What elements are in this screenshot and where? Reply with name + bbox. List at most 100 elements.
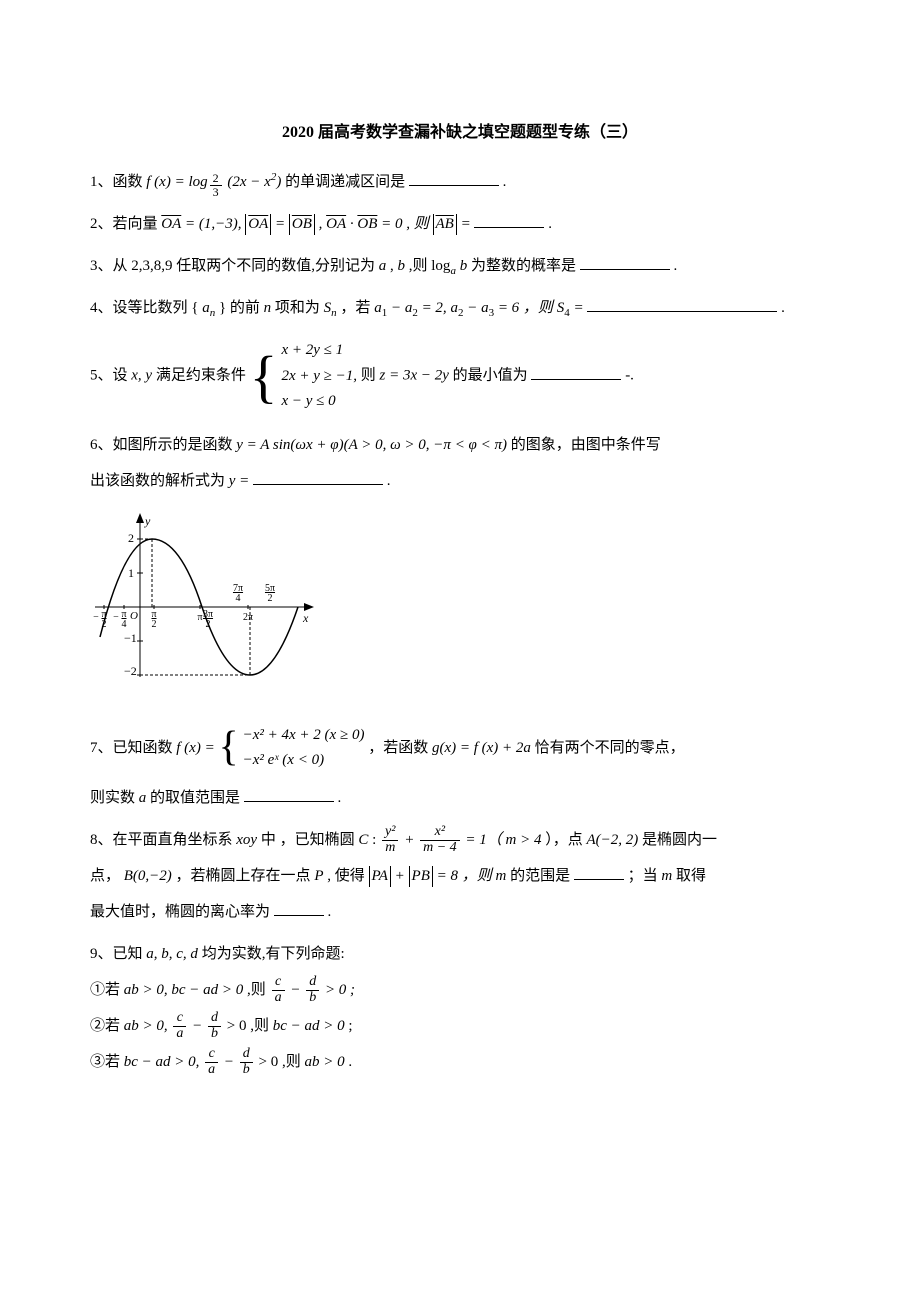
q9-i3-f2n: d bbox=[240, 1047, 253, 1063]
svg-text:2π: 2π bbox=[243, 612, 253, 623]
q2-eq4: = bbox=[461, 216, 475, 232]
q5-then: 则 bbox=[361, 368, 380, 384]
q5-mid: 满足约束条件 bbox=[156, 368, 250, 384]
q5-constraints-brace: { x + 2y ≤ 1 2x + y ≥ −1, x − y ≤ 0 bbox=[250, 338, 357, 415]
q4-mid3: ，若 bbox=[340, 300, 374, 316]
q1-post: 的单调递减区间是 bbox=[285, 174, 405, 190]
document-page: 2020 届高考数学查漏补缺之填空题题型专练（三） 1、函数 f (x) = l… bbox=[0, 0, 920, 1146]
svg-text:4: 4 bbox=[122, 619, 127, 630]
q7-a: a bbox=[139, 790, 147, 806]
q3-a: a bbox=[379, 258, 387, 274]
q2-end: . bbox=[548, 216, 552, 232]
q8-plus2: + bbox=[395, 868, 409, 884]
q8-f2d: m − 4 bbox=[420, 841, 460, 856]
svg-text:O: O bbox=[130, 610, 138, 622]
q3-bpart: b bbox=[460, 258, 468, 274]
q9-i1-f1: ca bbox=[272, 975, 285, 1005]
q4-an: a bbox=[202, 300, 210, 316]
svg-text:2: 2 bbox=[206, 619, 211, 630]
q5-z: z = 3x − 2y bbox=[380, 368, 449, 384]
q2-blank bbox=[474, 212, 544, 228]
sine-graph-svg: 2 1 −1 −2 O x y − π 2 − π bbox=[90, 507, 320, 687]
q6-yeq2: y = bbox=[229, 473, 253, 489]
q2-ab: AB bbox=[436, 216, 454, 232]
q9-i3-pre: ③若 bbox=[90, 1054, 124, 1070]
q8-eq1: = 1（ bbox=[465, 832, 501, 848]
q5-end: -. bbox=[625, 368, 634, 384]
q9-i3-c2: ab > 0 bbox=[305, 1054, 345, 1070]
q1-base-den: 3 bbox=[210, 186, 222, 199]
q5-line3: x − y ≤ 0 bbox=[281, 389, 357, 415]
question-4: 4、设等比数列 { an } 的前 n 项和为 Sn ，若 a1 − a2 = … bbox=[90, 290, 830, 326]
q4-eq1: = 2, bbox=[422, 300, 451, 316]
q6-blank bbox=[253, 469, 383, 485]
q7-end: . bbox=[338, 790, 342, 806]
q1-log-base: 23 bbox=[210, 172, 222, 198]
q7-blank bbox=[244, 786, 334, 802]
question-9: 9、已知 a, b, c, d 均为实数,有下列命题: ①若 ab > 0, b… bbox=[90, 936, 830, 1080]
question-3: 3、从 2,3,8,9 任取两个不同的数值,分别记为 a , b ,则 loga… bbox=[90, 248, 830, 284]
q4-a3n: 3 bbox=[489, 307, 495, 319]
q3-sub-a: a bbox=[450, 265, 456, 277]
q4-blank bbox=[587, 296, 777, 312]
q9-i3-f1: ca bbox=[205, 1047, 218, 1077]
q4-eq3: = bbox=[573, 300, 587, 316]
q9-i2-f2: db bbox=[208, 1011, 221, 1041]
q4-sn-n: n bbox=[331, 307, 337, 319]
q9-i2-mid: > 0 ,则 bbox=[227, 1018, 273, 1034]
document-title: 2020 届高考数学查漏补缺之填空题题型专练（三） bbox=[90, 120, 830, 146]
q2-ob2: OB bbox=[357, 216, 377, 232]
q9-i3-f1n: c bbox=[205, 1047, 218, 1063]
q7-gx: g(x) = f (x) + 2a bbox=[432, 740, 531, 756]
q8-blank1 bbox=[574, 864, 624, 880]
q8-xoy: xoy bbox=[236, 832, 257, 848]
q8-mcond: m > 4 bbox=[506, 832, 542, 848]
q3-post: 为整数的概率是 bbox=[471, 258, 576, 274]
question-5: 5、设 x, y 满足约束条件 { x + 2y ≤ 1 2x + y ≥ −1… bbox=[90, 332, 830, 421]
q4-mid2: 项和为 bbox=[275, 300, 324, 316]
q8-l1-pre: 8、在平面直角坐标系 bbox=[90, 832, 236, 848]
q1-arg-close: ) bbox=[276, 174, 281, 190]
q2-pre: 2、若向量 bbox=[90, 216, 161, 232]
q9-i2-pre: ②若 bbox=[90, 1018, 124, 1034]
q6-end: . bbox=[387, 473, 391, 489]
q8-eq8: = 8 ，则 bbox=[437, 868, 496, 884]
svg-text:2: 2 bbox=[128, 531, 134, 545]
svg-text:−: − bbox=[113, 612, 119, 623]
q7-line2: −x² eˣ (x < 0) bbox=[243, 748, 365, 774]
q8-l2-mid2: , 使得 bbox=[327, 868, 368, 884]
svg-text:2: 2 bbox=[152, 619, 157, 630]
q9-i1-end: > 0 ; bbox=[325, 982, 355, 998]
svg-text:2: 2 bbox=[268, 593, 273, 604]
question-2: 2、若向量 OA = (1,−3), OA = OB , OA · OB = 0… bbox=[90, 206, 830, 242]
q8-f1n: y² bbox=[382, 825, 398, 841]
q3-comma: , bbox=[390, 258, 398, 274]
q9-i3-mid: > 0 ,则 bbox=[259, 1054, 305, 1070]
q8-l2-mid: ，若椭圆上存在一点 bbox=[176, 868, 315, 884]
question-8: 8、在平面直角坐标系 xoy 中 ，已知椭圆 C : y²m + x²m − 4… bbox=[90, 822, 830, 930]
q4-a1: a bbox=[374, 300, 382, 316]
q4-ann: n bbox=[210, 307, 216, 319]
q4-pre: 4、设等比数列 { bbox=[90, 300, 198, 316]
q1-prefix: 1、函数 bbox=[90, 174, 146, 190]
q2-eq2: = bbox=[275, 216, 289, 232]
q8-frac1: y²m bbox=[382, 825, 398, 855]
q2-oa: OA bbox=[161, 216, 181, 232]
q9-i3-minus: − bbox=[224, 1054, 238, 1070]
q6-y-eq: y = A sin(ωx + φ)(A > 0, ω > 0, −π < φ <… bbox=[236, 437, 507, 453]
q8-P: P bbox=[314, 868, 323, 884]
q9-i3-f1d: a bbox=[205, 1063, 218, 1078]
q9-post: 均为实数,有下列命题: bbox=[202, 946, 345, 962]
q8-l2-end2: 取得 bbox=[676, 868, 706, 884]
svg-text:x: x bbox=[302, 611, 309, 625]
q5-pre: 5、设 bbox=[90, 368, 131, 384]
q7-pre: 7、已知函数 bbox=[90, 740, 176, 756]
q8-l2-pre: 点， bbox=[90, 868, 120, 884]
svg-text:π: π bbox=[197, 612, 202, 623]
q4-a2n: 2 bbox=[412, 307, 418, 319]
q2-eq1: = (1,−3), bbox=[185, 216, 245, 232]
q2-ob: OB bbox=[292, 216, 312, 232]
svg-text:−1: −1 bbox=[124, 631, 137, 645]
q5-post: 的最小值为 bbox=[453, 368, 528, 384]
q4-minus1: − bbox=[391, 300, 405, 316]
